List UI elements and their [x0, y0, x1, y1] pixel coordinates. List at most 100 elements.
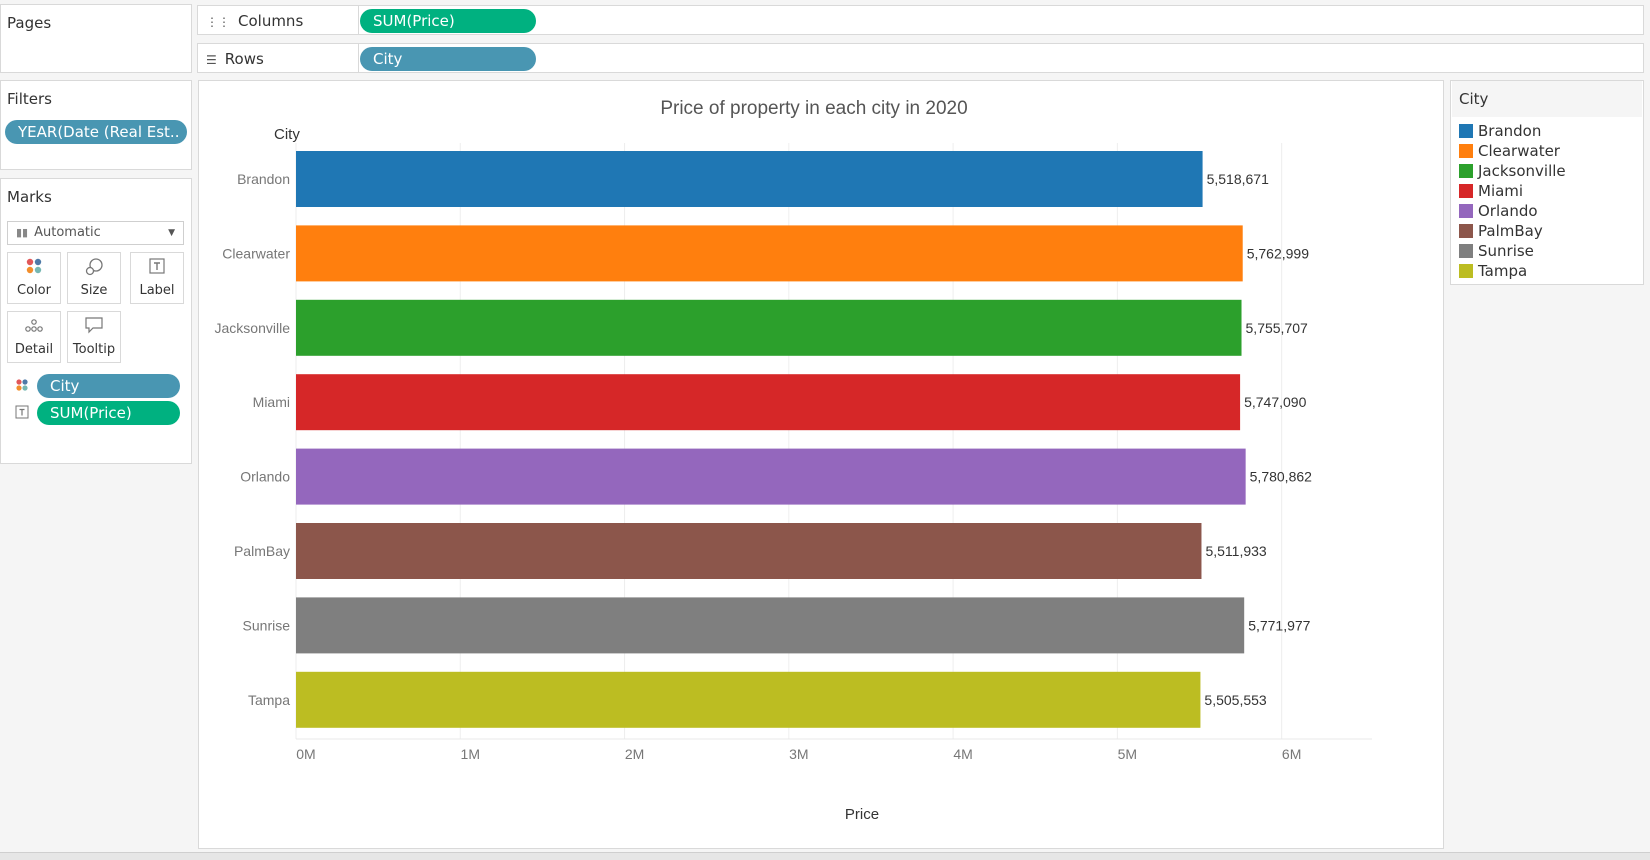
bar[interactable] — [296, 225, 1243, 282]
category-label: Jacksonville — [215, 320, 291, 336]
detail-button-label: Detail — [14, 342, 54, 357]
x-tick-label: 0M — [296, 746, 315, 762]
tooltip-button[interactable]: Tooltip — [67, 311, 121, 363]
legend-swatch — [1459, 224, 1473, 238]
legend-swatch — [1459, 204, 1473, 218]
color-button[interactable]: Color — [7, 252, 61, 304]
legend-swatch — [1459, 124, 1473, 138]
detail-dots-icon — [8, 316, 60, 342]
filters-card[interactable]: Filters YEAR(Date (Real Est.. — [0, 80, 192, 170]
x-axis-ticks: 0M 1M 2M 3M 4M 5M 6M — [296, 746, 1301, 762]
rows-shelf-label: ☰ Rows — [206, 50, 356, 68]
color-dots-icon — [8, 257, 60, 283]
bar[interactable] — [296, 299, 1242, 356]
category-label: Sunrise — [243, 617, 291, 633]
bar-value-label: 5,771,977 — [1248, 617, 1310, 633]
legend-item[interactable]: Clearwater — [1459, 141, 1560, 162]
legend-item[interactable]: Tampa — [1459, 261, 1527, 282]
legend-item[interactable]: Brandon — [1459, 121, 1541, 142]
marks-sum-price-pill[interactable]: SUM(Price) — [37, 401, 180, 425]
color-button-label: Color — [17, 283, 51, 298]
detail-button[interactable]: Detail — [7, 311, 61, 363]
columns-icon: ⋮⋮ — [206, 15, 230, 29]
bar[interactable] — [296, 523, 1202, 579]
tooltip-button-label: Tooltip — [72, 342, 116, 357]
category-label: Miami — [253, 394, 290, 410]
rows-shelf[interactable]: ☰ Rows City — [197, 43, 1644, 73]
year-date-filter-pill[interactable]: YEAR(Date (Real Est.. — [5, 120, 187, 144]
x-tick-label: 1M — [461, 746, 480, 762]
columns-label-text: Columns — [238, 12, 304, 30]
bar-value-label: 5,762,999 — [1247, 245, 1309, 261]
marks-title: Marks — [7, 188, 52, 206]
legend-item[interactable]: Sunrise — [1459, 241, 1534, 262]
size-button[interactable]: Size — [67, 252, 121, 304]
category-label: Brandon — [237, 171, 290, 187]
x-tick-label: 2M — [625, 746, 644, 762]
legend-label: Orlando — [1478, 202, 1538, 220]
rows-icon: ☰ — [206, 53, 217, 67]
rows-city-pill[interactable]: City — [360, 47, 536, 71]
bar-value-label: 5,780,862 — [1250, 469, 1312, 485]
marks-city-pill[interactable]: City — [37, 374, 180, 398]
x-tick-label: 6M — [1282, 746, 1301, 762]
x-tick-label: 4M — [953, 746, 972, 762]
legend-swatch — [1459, 144, 1473, 158]
filters-title: Filters — [7, 90, 52, 108]
legend-label: PalmBay — [1478, 222, 1543, 240]
label-button[interactable]: Label — [130, 252, 184, 304]
legend-swatch — [1459, 264, 1473, 278]
x-tick-label: 3M — [789, 746, 808, 762]
bar[interactable] — [296, 597, 1245, 654]
bar[interactable] — [296, 151, 1203, 207]
legend-swatch — [1459, 184, 1473, 198]
legend-item[interactable]: PalmBay — [1459, 221, 1543, 242]
columns-sum-price-pill[interactable]: SUM(Price) — [360, 9, 536, 33]
legend-swatch — [1459, 244, 1473, 258]
sheet-tabs-bar — [0, 852, 1650, 860]
legend-item[interactable]: Miami — [1459, 181, 1523, 202]
category-axis-header: City — [274, 126, 300, 143]
x-tick-label: 5M — [1118, 746, 1137, 762]
chart-view[interactable]: Price of property in each city in 2020 C… — [198, 80, 1444, 849]
legend-item[interactable]: Jacksonville — [1459, 161, 1566, 182]
legend-title: City — [1459, 90, 1489, 108]
columns-shelf-divider — [358, 6, 359, 34]
bar-value-label: 5,518,671 — [1207, 171, 1269, 187]
chart-title: Price of property in each city in 2020 — [660, 98, 967, 119]
legend-label: Jacksonville — [1478, 162, 1566, 180]
mark-type-dropdown[interactable]: ▮▮ Automatic ▼ — [7, 221, 184, 245]
bar-chart-icon: ▮▮ — [16, 226, 29, 239]
bar-value-label: 5,747,090 — [1244, 394, 1306, 410]
x-axis-title: Price — [845, 806, 879, 823]
bar[interactable] — [296, 671, 1201, 728]
category-label: Tampa — [248, 692, 290, 708]
bar-chart-svg: Price of property in each city in 2020 C… — [215, 98, 1372, 823]
size-button-label: Size — [80, 283, 108, 298]
mark-type-value: Automatic — [34, 225, 101, 240]
city-color-legend[interactable]: City Brandon Clearwater Jacksonville Miami O… — [1450, 80, 1644, 285]
rows-label-text: Rows — [224, 50, 264, 68]
columns-shelf-label: ⋮⋮ Columns — [206, 12, 356, 30]
tooltip-bubble-icon — [68, 316, 120, 342]
bar-value-label: 5,755,707 — [1246, 320, 1308, 336]
legend-label: Clearwater — [1478, 142, 1560, 160]
legend-item[interactable]: Orlando — [1459, 201, 1538, 222]
marks-card[interactable]: Marks ▮▮ Automatic ▼ Color Size Label Det… — [0, 178, 192, 464]
bar-value-label: 5,505,553 — [1204, 692, 1266, 708]
pages-title: Pages — [7, 14, 52, 32]
pages-card[interactable]: Pages — [0, 4, 192, 73]
legend-label: Miami — [1478, 182, 1524, 200]
bar[interactable] — [296, 374, 1241, 431]
size-icon — [68, 257, 120, 283]
label-encoding-icon — [15, 405, 29, 422]
category-label: Orlando — [240, 469, 290, 485]
label-button-label: Label — [139, 283, 175, 298]
rows-shelf-divider — [358, 44, 359, 72]
bar-value-label: 5,511,933 — [1205, 543, 1266, 559]
chevron-down-icon: ▼ — [168, 228, 175, 238]
category-label: PalmBay — [234, 543, 290, 559]
bar[interactable] — [296, 448, 1246, 505]
legend-label: Tampa — [1478, 262, 1528, 280]
columns-shelf[interactable]: ⋮⋮ Columns SUM(Price) — [197, 5, 1644, 35]
